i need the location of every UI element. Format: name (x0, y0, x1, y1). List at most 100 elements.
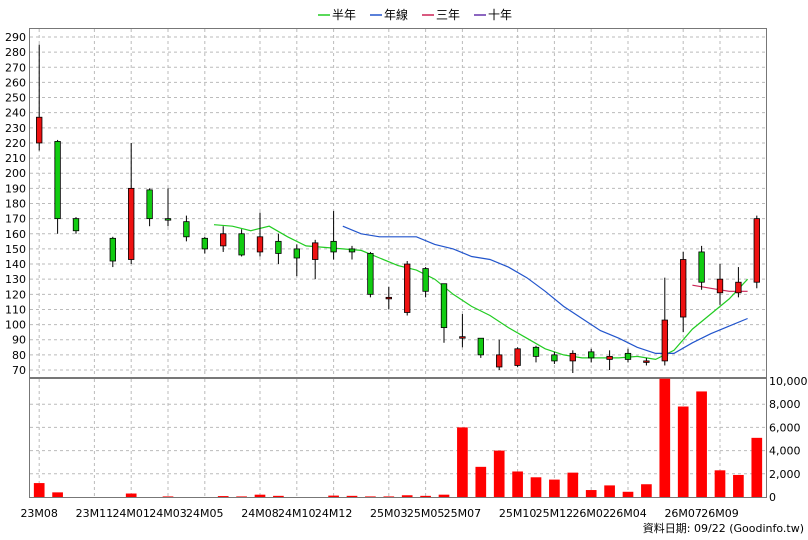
price-tick-label: 210 (5, 152, 26, 165)
price-tick-label: 150 (5, 243, 26, 256)
x-tick-label: 23M11 (76, 507, 114, 520)
price-tick-label: 230 (5, 122, 26, 135)
candle-down (440, 283, 448, 329)
candle-up (716, 278, 724, 294)
volume-bar (641, 484, 652, 497)
candle-up (661, 319, 668, 362)
price-tick-label: 250 (5, 92, 26, 105)
candle-up (514, 348, 521, 366)
volume-bar (493, 450, 505, 497)
candle-up (569, 352, 576, 362)
volume-bar (383, 496, 395, 497)
candle-up (128, 187, 135, 260)
price-tick-label: 200 (5, 167, 26, 180)
price-tick-label: 90 (12, 334, 26, 347)
volume-bar (33, 483, 45, 497)
volume-tick-label: 4,000 (769, 445, 801, 458)
volume-bar (365, 496, 376, 497)
x-axis-ticks: 23M08 23M11 24M01 24M03 24M05 24M08 24M10 24M12… (20, 507, 738, 520)
candle-up (404, 263, 411, 313)
candle-up (459, 336, 466, 339)
volume-bar (346, 495, 358, 497)
candle-up (385, 296, 392, 300)
volume-bar (714, 470, 726, 497)
x-tick-label: 23M08 (20, 507, 58, 520)
candle-up (606, 355, 613, 360)
x-tick-label: 26M09 (701, 507, 739, 520)
volume-plot-frame (29, 378, 767, 498)
volume-axis-ticks: 0 2,000 4,000 6,000 8,000 10,000 (769, 375, 808, 504)
candle-down (109, 237, 116, 262)
candle-down (330, 240, 337, 253)
candle-down (532, 346, 540, 357)
candle-down (477, 337, 484, 356)
price-axis-ticks: 70 80 90 100 110 120 130 140 150 160 170 180 190 200 2… (5, 31, 26, 377)
source-label: 資料日期: 09/22 (Goodinfo.tw) (643, 521, 804, 535)
x-tick-label: 26M04 (609, 507, 647, 520)
price-tick-label: 280 (5, 46, 26, 59)
x-tick-label: 26M07 (664, 507, 702, 520)
candle-down (422, 268, 429, 292)
price-tick-label: 270 (5, 61, 26, 74)
candle-down (146, 189, 153, 220)
price-tick-label: 120 (5, 288, 26, 301)
volume-bar (530, 477, 542, 497)
candle-down (698, 251, 705, 283)
price-tick-label: 220 (5, 137, 26, 150)
volume-bar (254, 494, 266, 497)
volume-bar (438, 494, 450, 497)
x-tick-label: 25M03 (370, 507, 408, 520)
ma-half-year-line (213, 224, 749, 361)
candle-down (588, 351, 595, 359)
volume-bar (420, 495, 431, 497)
volume-bar (457, 427, 468, 497)
candle-down (275, 240, 282, 254)
legend-label: 十年 (488, 8, 512, 22)
candle-up (256, 236, 264, 253)
x-tick-label: 24M01 (112, 507, 150, 520)
grid-lines (30, 29, 766, 497)
volume-tick-label: 0 (769, 491, 776, 504)
x-tick-label: 25M07 (444, 507, 482, 520)
candle-down (551, 354, 558, 362)
volume-bar (659, 378, 671, 497)
candle-down (201, 237, 208, 250)
candle-up (643, 360, 650, 363)
volume-bar (549, 479, 560, 497)
x-tick-label: 26M02 (572, 507, 610, 520)
candle-up (312, 242, 319, 260)
candle-down (348, 248, 356, 253)
price-tick-label: 290 (5, 31, 26, 44)
volume-bar (401, 495, 413, 497)
volume-bar (677, 406, 689, 497)
volume-bar (733, 474, 744, 497)
candle-down (238, 233, 245, 256)
price-tick-label: 130 (5, 273, 26, 286)
candle-down (624, 352, 632, 360)
candle-down (293, 248, 300, 259)
x-tick-label: 24M03 (149, 507, 187, 520)
volume-tick-label: 8,000 (769, 398, 801, 411)
legend-label: 半年 (332, 8, 356, 22)
volume-bar (217, 496, 229, 497)
price-tick-label: 70 (12, 364, 26, 377)
volume-bar (328, 495, 339, 497)
volume-bar (604, 485, 615, 497)
price-tick-label: 180 (5, 198, 26, 211)
candle-up (753, 218, 760, 283)
volume-bar (622, 491, 634, 497)
volume-bar (52, 492, 63, 497)
volume-bar (585, 490, 597, 497)
candle-down (54, 141, 61, 220)
x-tick-label: 25M12 (536, 507, 574, 520)
chart-legend: 半年 年線 三年 十年 (318, 7, 512, 22)
volume-tick-label: 10,000 (769, 375, 808, 388)
price-tick-label: 110 (5, 303, 26, 316)
legend-label: 年線 (384, 7, 408, 22)
legend-label: 三年 (436, 8, 460, 22)
price-tick-label: 240 (5, 107, 26, 120)
candle-down (367, 253, 374, 295)
volume-bar (236, 496, 247, 497)
x-tick-label: 25M10 (499, 507, 537, 520)
